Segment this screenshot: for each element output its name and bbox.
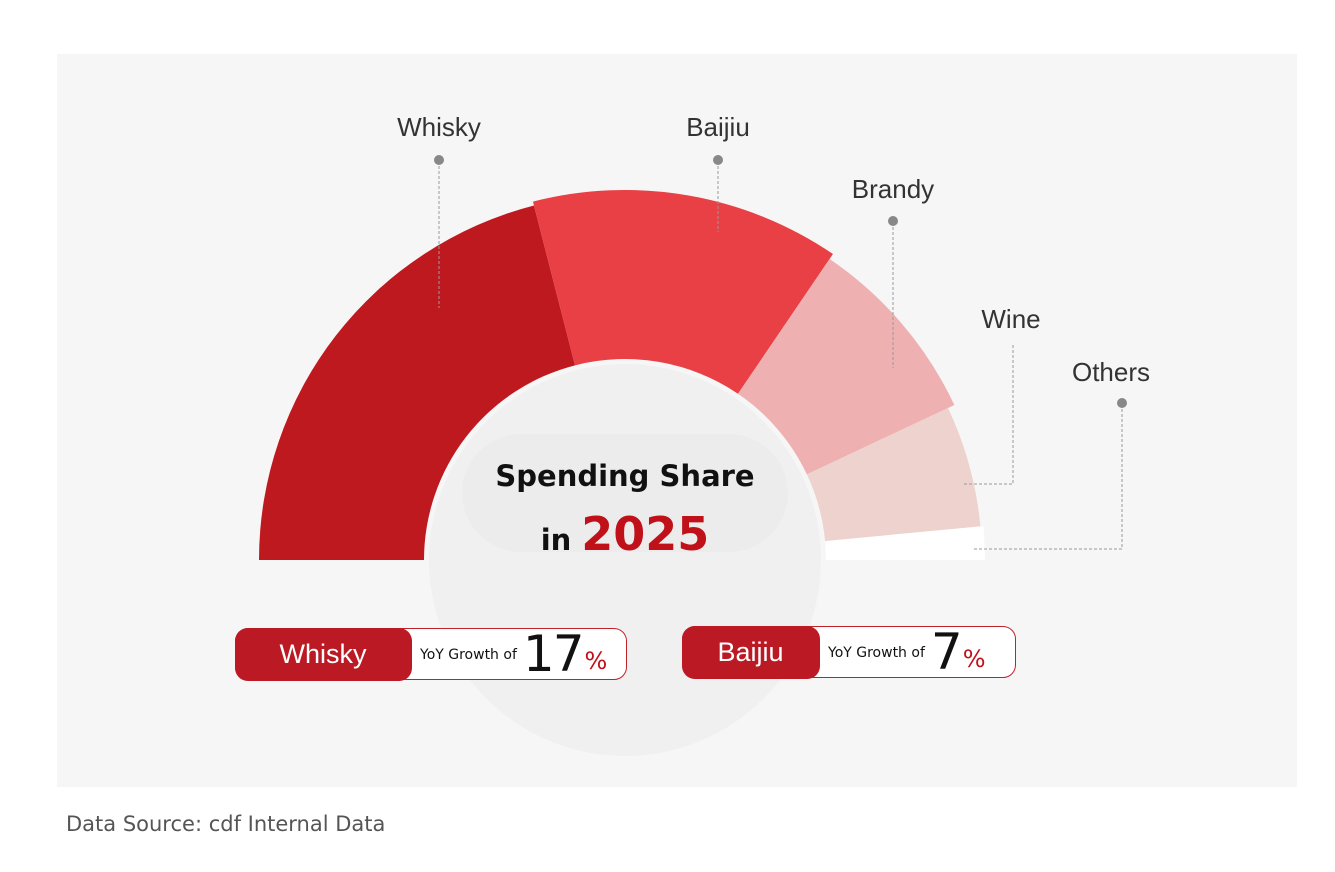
baijiu-growth-unit: % — [962, 645, 986, 673]
whisky-growth-value: 17 — [522, 625, 585, 683]
whisky-growth-tag: Whisky — [234, 627, 412, 681]
data-source-note: Data Source: cdf Internal Data — [66, 812, 386, 836]
label-others: Others — [1072, 357, 1150, 387]
baijiu-growth-value: 7 — [930, 623, 963, 681]
label-baijiu: Baijiu — [686, 112, 750, 142]
label-wine: Wine — [981, 304, 1040, 334]
center-in-text: in — [541, 523, 572, 557]
segment-wine — [806, 407, 981, 542]
leader-dot-others — [1117, 398, 1127, 408]
center-badge — [462, 434, 788, 552]
baijiu-growth-tag: Baijiu — [681, 625, 820, 679]
leader-dot-brandy — [888, 216, 898, 226]
center-year: 2025 — [581, 507, 709, 561]
leader-dot-whisky — [434, 155, 444, 165]
segment-others — [825, 526, 985, 560]
baijiu-growth-text: YoY Growth of 7 % — [828, 627, 986, 677]
whisky-growth-unit: % — [584, 647, 608, 675]
segment-brandy — [737, 258, 955, 475]
center-year-line: in 2025 — [541, 507, 710, 561]
baijiu-growth-badge: Baijiu YoY Growth of 7 % — [681, 625, 1016, 679]
whisky-growth-badge: Whisky YoY Growth of 17 % — [234, 627, 627, 681]
segment-baijiu — [532, 190, 833, 394]
label-brandy: Brandy — [852, 174, 934, 204]
whisky-growth-prefix: YoY Growth of — [420, 647, 517, 663]
whisky-growth-text: YoY Growth of 17 % — [420, 629, 607, 679]
center-title: Spending Share — [495, 459, 754, 493]
segment-whisky — [259, 205, 576, 560]
label-whisky: Whisky — [397, 112, 481, 142]
leader-line-wine — [964, 345, 1014, 485]
leader-line-others — [973, 409, 1123, 550]
leader-dot-baijiu — [713, 155, 723, 165]
baijiu-growth-prefix: YoY Growth of — [828, 645, 925, 661]
